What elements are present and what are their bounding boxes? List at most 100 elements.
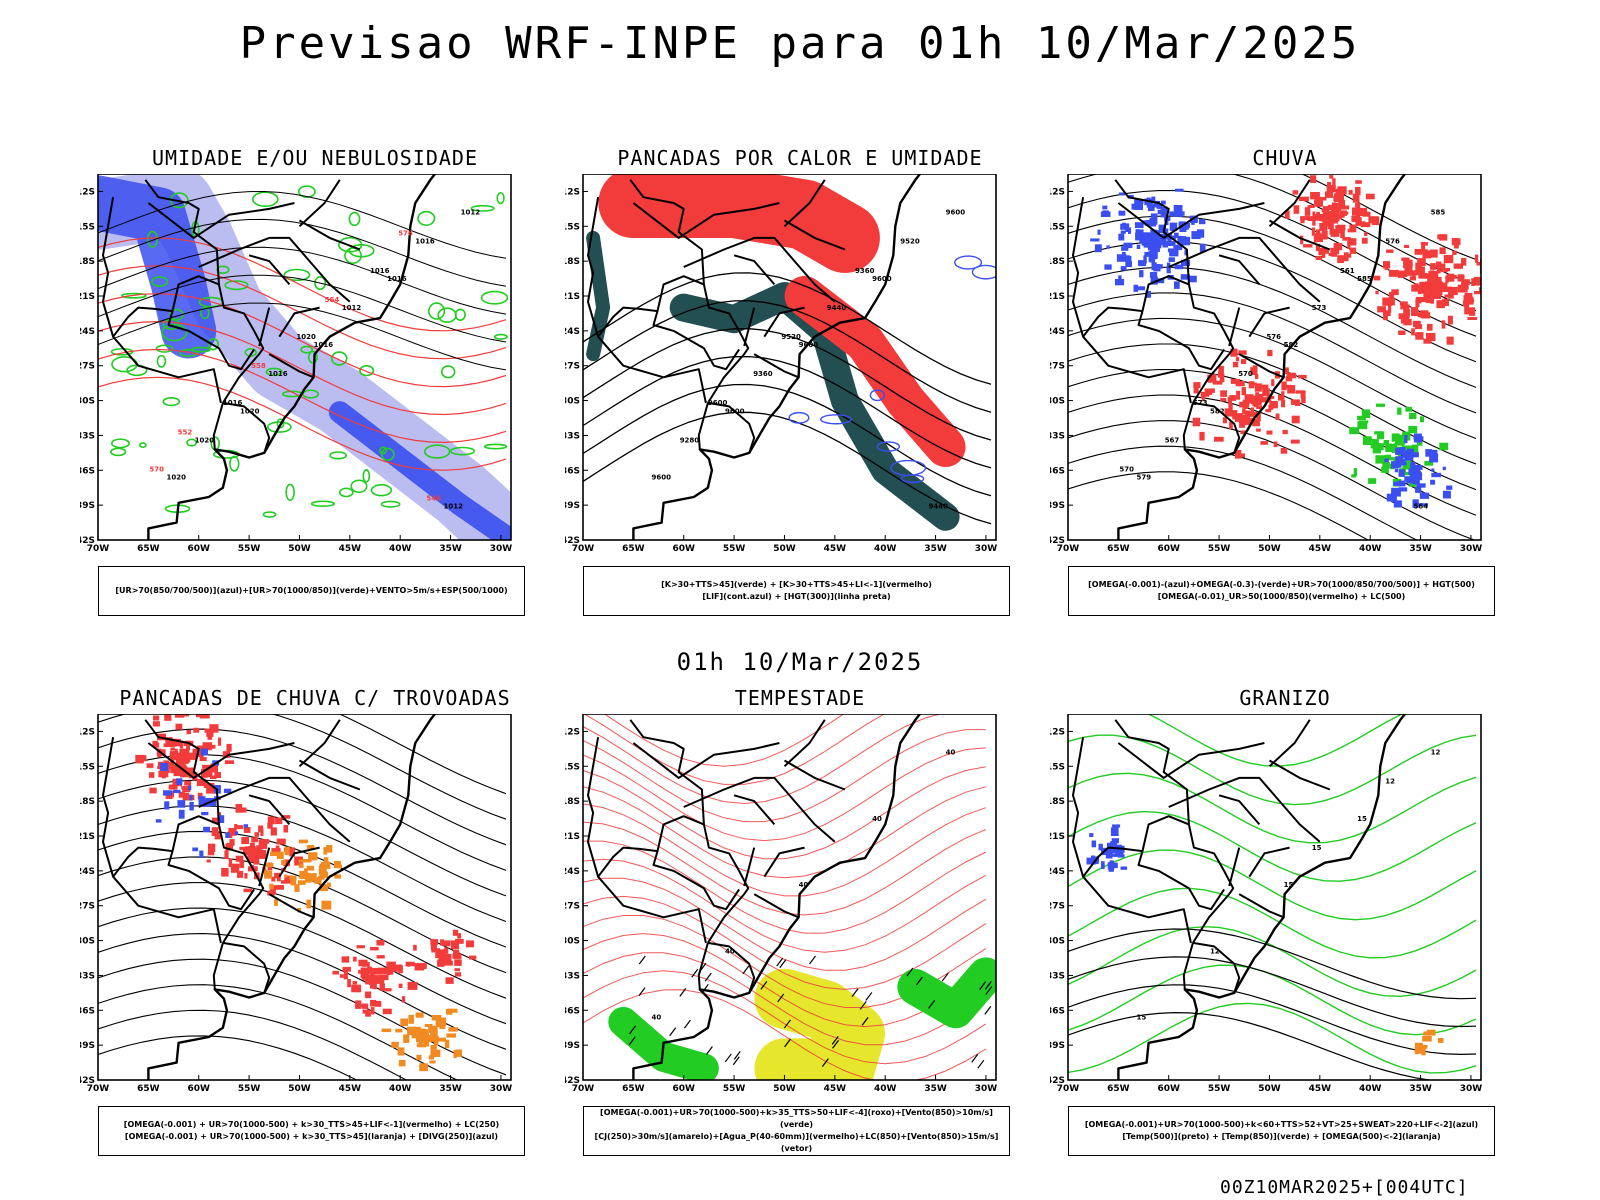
lat-tick-label: 27S	[80, 902, 95, 912]
lat-tick-label: 12S	[565, 187, 580, 197]
lon-tick-label: 30W	[1460, 544, 1483, 554]
panel-title: CHUVA	[1252, 146, 1318, 170]
contour-label: 576	[398, 230, 413, 238]
lat-tick-label: 15S	[1050, 222, 1065, 232]
contour-label: 576	[1266, 333, 1281, 341]
lon-tick-label: 50W	[1258, 1084, 1281, 1094]
contour-label: 15	[1312, 844, 1322, 852]
lon-tick-label: 45W	[1309, 544, 1332, 554]
legend-line: [UR>70(850/700/500)](azul)+[UR>70(1000/8…	[115, 586, 508, 595]
contour-label: 9600	[708, 399, 728, 407]
lon-tick-label: 55W	[723, 544, 746, 554]
contour-label: 546	[426, 495, 441, 503]
lon-tick-label: 45W	[339, 1084, 362, 1094]
forecast-map: 1012101610161020102010161012101610201012…	[80, 174, 513, 554]
contour-label: 564	[1414, 503, 1429, 511]
legend-box: [UR>70(850/700/500)](azul)+[UR>70(1000/8…	[98, 566, 525, 616]
lon-tick-label: 70W	[87, 544, 110, 554]
legend-line: [OMEGA(-0.001)+UR>70(1000-500)+k>35_TTS>…	[600, 1108, 993, 1129]
contour-label: 9440	[827, 304, 847, 312]
lon-tick-label: 35W	[1409, 1084, 1432, 1094]
lat-tick-label: 39S	[1050, 501, 1065, 511]
lat-tick-label: 18S	[565, 257, 580, 267]
contour-label: 40	[725, 947, 735, 955]
lon-tick-label: 60W	[673, 544, 696, 554]
lat-tick-label: 42S	[80, 1076, 95, 1086]
map-panel-3: CHUVA 585 585 582 582 579 576 573 570 567 564 561 57…	[1050, 146, 1520, 636]
contour-label: 561	[1340, 267, 1355, 275]
lon-tick-label: 50W	[288, 544, 311, 554]
lat-tick-label: 39S	[1050, 1041, 1065, 1051]
lon-tick-label: 35W	[924, 1084, 947, 1094]
lon-tick-label: 55W	[238, 544, 261, 554]
legend-box: [K>30+TTS>45](verde) + [K>30+TTS>45+LI<-…	[583, 566, 1010, 616]
lat-tick-label: 15S	[1050, 762, 1065, 772]
lat-tick-label: 42S	[1050, 1076, 1065, 1086]
lat-tick-label: 33S	[1050, 971, 1065, 981]
lat-tick-label: 27S	[1050, 902, 1065, 912]
lat-tick-label: 15S	[565, 222, 580, 232]
lon-tick-label: 50W	[288, 1084, 311, 1094]
contour-label: 1020	[195, 436, 215, 444]
lat-tick-label: 42S	[80, 536, 95, 546]
contour-label: 12	[1385, 778, 1395, 786]
contour-label: 15	[1284, 881, 1294, 889]
lon-tick-label: 65W	[1107, 1084, 1130, 1094]
lon-tick-label: 40W	[1359, 1084, 1382, 1094]
contour-label: 40	[872, 815, 882, 823]
contour-label: 40	[946, 749, 956, 757]
lat-tick-label: 24S	[80, 867, 95, 877]
lat-tick-label: 27S	[1050, 362, 1065, 372]
lat-tick-label: 30S	[1050, 397, 1065, 407]
lon-tick-label: 65W	[622, 1084, 645, 1094]
lon-tick-label: 55W	[723, 1084, 746, 1094]
lon-tick-label: 70W	[572, 1084, 595, 1094]
contour-label: 570	[1238, 370, 1253, 378]
lon-tick-label: 45W	[339, 544, 362, 554]
lon-tick-label: 70W	[87, 1084, 110, 1094]
lat-tick-label: 18S	[1050, 257, 1065, 267]
lat-tick-label: 36S	[80, 466, 95, 476]
map-panel-1: UMIDADE E/OU NEBULOSIDADE 1012 1016 1016 102…	[80, 146, 550, 636]
lat-tick-label: 33S	[565, 971, 580, 981]
lon-tick-label: 55W	[1208, 544, 1231, 554]
contour-label: 579	[1137, 474, 1152, 482]
lat-tick-label: 27S	[80, 362, 95, 372]
lon-tick-label: 30W	[975, 1084, 998, 1094]
lat-tick-label: 21S	[565, 292, 580, 302]
lat-tick-label: 27S	[565, 362, 580, 372]
contour-label: 585	[1357, 275, 1372, 283]
panel-title: UMIDADE E/OU NEBULOSIDADE	[151, 146, 479, 170]
lon-tick-label: 55W	[238, 1084, 261, 1094]
forecast-map: 585 585 582 582 579 576 573 570 567 564 561 576 573 5…	[1050, 174, 1483, 554]
lon-tick-label: 65W	[622, 544, 645, 554]
contour-label: 570	[149, 465, 164, 473]
lon-tick-label: 45W	[824, 1084, 847, 1094]
forecast-map: 40 40 40 40 40 12S 15S 18S 21S 24S 27S 30S 33S 36S 39S…	[565, 714, 998, 1094]
lon-tick-label: 50W	[773, 1084, 796, 1094]
lat-tick-label: 33S	[80, 971, 95, 981]
lat-tick-label: 21S	[80, 832, 95, 842]
contour-label: 15	[1137, 1014, 1147, 1022]
map-panel-5: TEMPESTADE 40 40 40 40 40 12S 15S 18S 21S 24S 27S 30…	[565, 686, 1035, 1176]
contour-label: 1012	[444, 503, 464, 511]
lon-tick-label: 60W	[188, 544, 211, 554]
lat-tick-label: 39S	[80, 1041, 95, 1051]
contour-label: 1016	[370, 267, 390, 275]
lat-tick-label: 24S	[565, 867, 580, 877]
contour-label: 40	[799, 881, 809, 889]
lat-tick-label: 36S	[1050, 1006, 1065, 1016]
legend-line: [LIF](cont.azul) + [HGT(300)](linha pret…	[702, 592, 891, 601]
lat-tick-label: 24S	[80, 327, 95, 337]
forecast-map: 12S 15S 18S 21S 24S 27S 30S 33S 36S 39S 42S70W 65W 6…	[80, 714, 512, 1094]
lat-tick-label: 33S	[565, 431, 580, 441]
panel-title: TEMPESTADE	[734, 686, 866, 710]
lon-tick-label: 40W	[874, 544, 897, 554]
lon-tick-label: 30W	[490, 544, 513, 554]
lat-tick-label: 12S	[565, 727, 580, 737]
lon-tick-label: 35W	[439, 544, 462, 554]
legend-line: [OMEGA(-0.01)_UR>50(1000/850)(vermelho) …	[1157, 592, 1406, 601]
legend-box: [OMEGA(-0.001) + UR>70(1000-500) + k>30_…	[98, 1106, 525, 1156]
lat-tick-label: 12S	[1050, 187, 1065, 197]
lon-tick-label: 35W	[439, 1084, 462, 1094]
